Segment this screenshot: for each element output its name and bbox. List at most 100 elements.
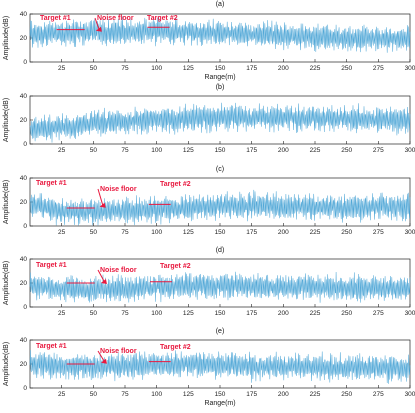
x-tick-label: 25 [58,147,66,154]
x-tick-label: 200 [278,310,289,317]
x-tick-label: 125 [183,310,194,317]
annotation-target-1: Target #1 [36,262,67,269]
x-tick-label: 275 [373,65,384,72]
annotation-target-1: Target #1 [36,180,67,187]
x-tick-label: 200 [278,147,289,154]
x-tick-label: 150 [215,147,226,154]
y-tick-label: 40 [20,337,28,344]
y-tick-label: 20 [20,280,28,287]
x-tick-label: 75 [121,310,129,317]
annotation-target-1: Target #1 [36,343,67,350]
annotation-target-2: Target #2 [160,181,191,188]
x-tick-label: 125 [183,391,194,398]
x-tick-label: 225 [310,147,321,154]
x-tick-label: 175 [246,391,257,398]
x-tick-label: 125 [183,147,194,154]
panel-title: (e) [216,328,225,335]
panel-title: (a) [216,1,225,8]
noise-floor-arrowhead [99,202,106,208]
annotation-target-1: Target #1 [40,15,71,22]
x-axis-label: Range(m) [204,400,235,407]
series-line [29,102,411,143]
noise-floor-arrowhead [100,279,107,284]
x-tick-label: 275 [373,391,384,398]
x-tick-label: 25 [58,391,66,398]
x-tick-label: 25 [58,310,66,317]
y-tick-label: 0 [23,385,27,392]
x-tick-label: 25 [58,65,66,72]
x-tick-label: 250 [341,391,352,398]
noise-floor-arrowhead [100,358,107,364]
noise-floor-arrow [97,350,105,362]
noise-floor-arrow [94,17,100,29]
y-tick-label: 0 [23,223,27,230]
y-tick-label: 0 [23,141,27,148]
x-tick-label: 150 [215,310,226,317]
panel-title: (d) [216,247,225,254]
x-tick-label: 100 [151,147,162,154]
panel-c: (c) 0 20 40 25 50 75 100 125 150 175 200 225 250 275 30… [3,166,415,236]
noise-floor-arrow [97,269,105,282]
panel-title: (c) [216,166,224,173]
noise-floor-arrow [97,188,104,205]
x-tick-label: 300 [405,391,415,398]
x-tick-label: 225 [310,310,321,317]
x-tick-label: 100 [151,65,162,72]
x-tick-label: 250 [341,310,352,317]
y-tick-label: 0 [23,304,27,311]
x-axis-label: Range(m) [204,74,235,81]
y-axis-label: Amplitude(dB) [3,16,10,60]
x-tick-label: 175 [246,229,257,236]
x-tick-label: 300 [405,65,415,72]
x-tick-label: 100 [151,310,162,317]
x-tick-label: 25 [58,229,66,236]
series-line [29,16,411,53]
annotation-noise-floor: Noise floor [100,348,137,355]
x-tick-label: 300 [405,229,415,236]
series-line [29,350,411,384]
x-tick-label: 50 [90,65,98,72]
y-tick-label: 40 [20,256,28,263]
panel-b: (b) 0 20 40 25 50 75 100 125 150 175 200 225 250 275 30… [3,84,415,154]
y-axis-label: Amplitude(dB) [3,180,10,224]
x-tick-label: 225 [310,65,321,72]
x-tick-label: 50 [90,310,98,317]
annotation-noise-floor: Noise floor [97,15,134,22]
x-tick-label: 75 [121,65,129,72]
x-tick-label: 150 [215,391,226,398]
panel-e: (e) 0 20 40 25 50 75 100 125 150 175 200 225 250 275 30… [3,328,415,407]
x-tick-label: 75 [121,147,129,154]
annotation-noise-floor: Noise floor [100,267,137,274]
x-tick-label: 275 [373,310,384,317]
x-tick-label: 250 [341,229,352,236]
y-tick-label: 0 [23,59,27,66]
y-axis-label: Amplitude(dB) [3,98,10,142]
x-tick-label: 75 [121,391,129,398]
noise-floor-arrowhead [95,26,102,32]
x-tick-label: 50 [90,147,98,154]
series-line [29,271,411,303]
y-tick-label: 40 [20,11,28,18]
y-tick-label: 20 [20,35,28,42]
y-axis-label: Amplitude(dB) [3,342,10,386]
x-tick-label: 200 [278,229,289,236]
x-tick-label: 150 [215,65,226,72]
x-tick-label: 175 [246,65,257,72]
x-tick-label: 225 [310,229,321,236]
y-tick-label: 40 [20,93,28,100]
annotation-target-2: Target #2 [147,15,178,22]
annotation-noise-floor: Noise floor [100,186,137,193]
y-axis-label: Amplitude(dB) [3,261,10,305]
x-tick-label: 250 [341,65,352,72]
y-tick-label: 20 [20,117,28,124]
x-tick-label: 75 [121,229,129,236]
y-tick-label: 40 [20,175,28,182]
annotation-target-2: Target #2 [160,344,191,351]
x-tick-label: 250 [341,147,352,154]
panel-d: (d) 0 20 40 25 50 75 100 125 150 175 200 225 250 275 30… [3,247,415,317]
x-tick-label: 125 [183,229,194,236]
x-tick-label: 300 [405,310,415,317]
panel-title: (b) [216,84,225,91]
x-tick-label: 100 [151,229,162,236]
